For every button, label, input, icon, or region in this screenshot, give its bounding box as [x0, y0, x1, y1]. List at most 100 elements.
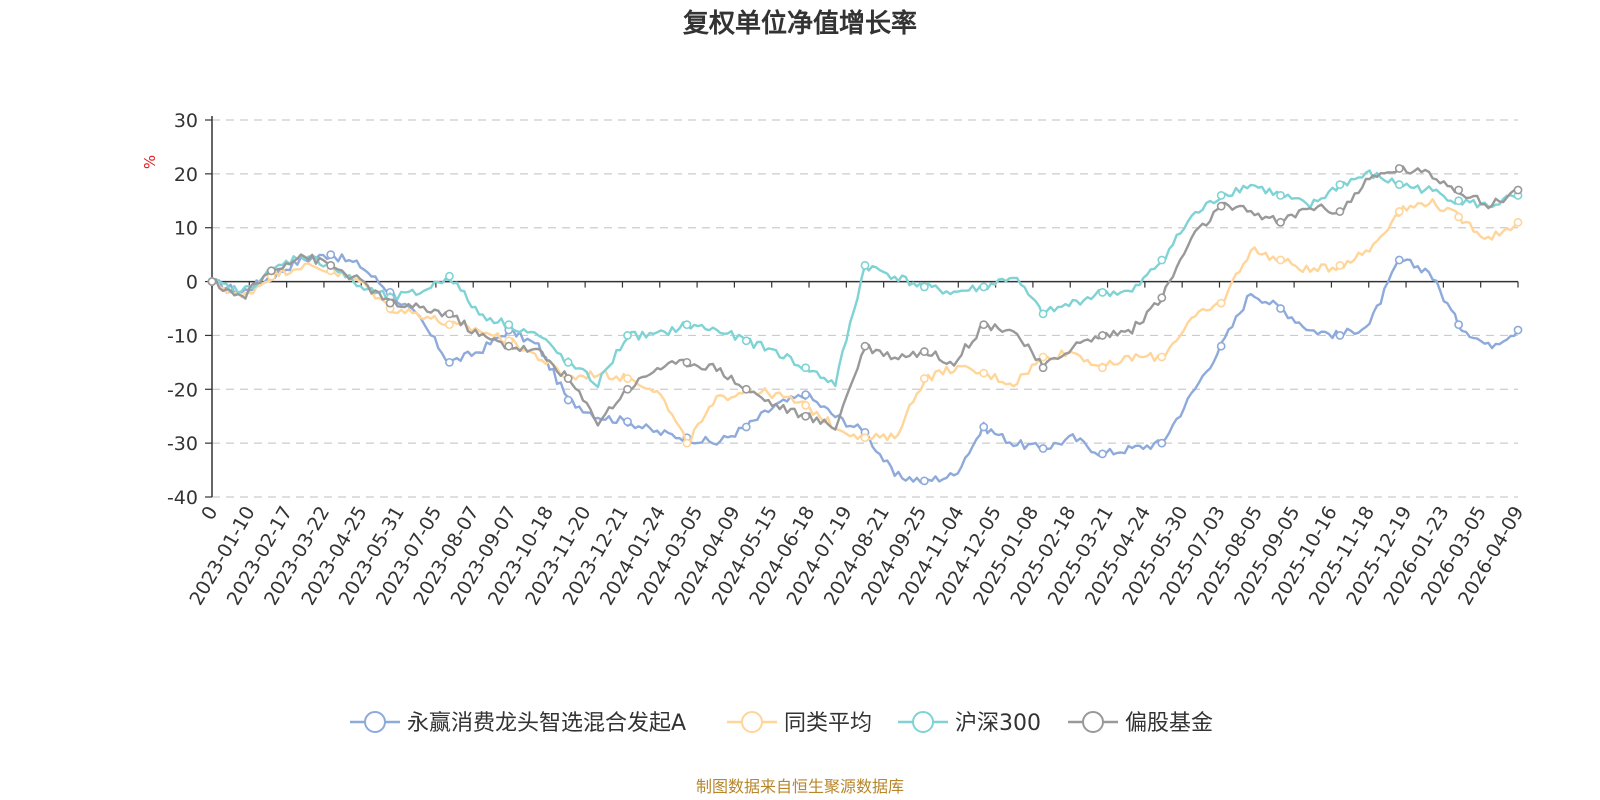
series-point-3: [682, 357, 692, 367]
series-point-3: [385, 298, 395, 308]
y-tick-label: 30: [174, 110, 198, 132]
series-point-1: [1276, 255, 1285, 265]
legend-label: 偏股基金: [1125, 711, 1213, 736]
series-point-2: [1038, 309, 1048, 319]
series-point-0: [445, 357, 454, 367]
series-point-3: [1276, 217, 1285, 227]
axis-layer: 3020100-10-20-30-4002023-01-102023-02-17…: [167, 110, 1528, 609]
series-point-0: [1335, 331, 1345, 340]
legend-item-3[interactable]: 偏股基金: [1068, 711, 1213, 736]
series-point-0: [801, 390, 811, 400]
series-point-2: [741, 336, 751, 346]
y-tick-label: 20: [174, 164, 198, 186]
series-point-3: [801, 411, 811, 421]
series-point-1: [1394, 207, 1404, 216]
series-point-3: [1454, 185, 1464, 195]
series-point-0: [1157, 438, 1167, 448]
series-point-3: [326, 261, 336, 270]
legend-label: 永赢消费龙头智选混合发起A: [407, 711, 686, 736]
legend-item-0[interactable]: 永赢消费龙头智选混合发起A: [350, 711, 686, 736]
legend-marker: [741, 711, 763, 733]
series-point-3: [445, 309, 454, 319]
series-point-3: [623, 384, 632, 394]
series-point-2: [445, 271, 454, 281]
series-point-3: [1513, 185, 1523, 195]
series-point-0: [919, 476, 929, 486]
series-point-1: [979, 368, 989, 378]
legend-label: 同类平均: [784, 711, 872, 736]
series-point-2: [919, 282, 929, 292]
series-point-1: [623, 374, 632, 383]
series-point-1: [1454, 212, 1464, 222]
series-point-1: [1216, 298, 1226, 308]
y-tick-label: -20: [167, 379, 198, 401]
series-line-3: [211, 165, 1519, 431]
series-point-3: [919, 347, 929, 356]
series-point-3: [1394, 164, 1404, 173]
series-point-0: [1098, 449, 1107, 459]
series-point-0: [741, 422, 751, 432]
legend-item-1[interactable]: 同类平均: [727, 711, 872, 736]
series-point-1: [1157, 352, 1167, 362]
series-point-1: [682, 438, 692, 448]
series-point-2: [1454, 196, 1464, 206]
series-point-1: [1098, 363, 1107, 373]
series-point-1: [919, 374, 929, 383]
series-point-0: [326, 250, 336, 260]
series-point-0: [563, 395, 573, 405]
y-tick-label: 0: [186, 272, 198, 294]
series-point-3: [1098, 331, 1107, 340]
legend: 永赢消费龙头智选混合发起A 同类平均 沪深300 偏股基金: [350, 711, 1213, 736]
series-point-3: [1216, 201, 1226, 211]
series-point-2: [979, 282, 989, 292]
y-tick-label: -30: [167, 433, 198, 455]
source-note: 制图数据来自恒生聚源数据库: [696, 777, 904, 796]
series-point-2: [623, 331, 632, 340]
series-line-2: [211, 169, 1519, 389]
series-point-2: [1276, 190, 1285, 200]
series-point-3: [979, 320, 989, 330]
series-point-1: [801, 401, 811, 410]
series-point-3: [563, 374, 573, 383]
x-tick-label: 0: [197, 503, 222, 524]
legend-item-2[interactable]: 沪深300: [898, 711, 1041, 736]
series-point-2: [504, 320, 514, 330]
series-point-0: [1276, 304, 1285, 313]
series-point-3: [1335, 207, 1345, 216]
series-layer: [207, 164, 1523, 486]
chart-title: 复权单位净值增长率: [683, 8, 917, 39]
y-axis-unit-label: %: [141, 155, 159, 169]
series-point-1: [1038, 352, 1048, 362]
series-point-2: [563, 357, 573, 367]
series-point-0: [623, 417, 632, 426]
series-point-0: [1454, 320, 1464, 330]
series-point-3: [1038, 363, 1048, 373]
series-point-1: [1335, 261, 1345, 270]
series-point-2: [1157, 255, 1167, 265]
series-point-3: [1157, 293, 1167, 303]
legend-marker: [364, 711, 386, 733]
y-tick-label: -40: [167, 487, 198, 509]
series-point-0: [1216, 341, 1226, 351]
series-point-2: [801, 363, 811, 373]
series-point-0: [979, 422, 989, 432]
series-point-0: [1513, 325, 1523, 335]
series-point-2: [860, 261, 870, 270]
series-point-3: [207, 277, 217, 286]
series-point-3: [860, 341, 870, 351]
series-point-2: [682, 320, 692, 330]
series-line-1: [211, 198, 1519, 447]
y-tick-label: 10: [174, 218, 198, 240]
y-tick-label: -10: [167, 325, 198, 347]
series-point-1: [860, 433, 870, 443]
series-point-2: [1394, 180, 1404, 190]
series-point-2: [1216, 190, 1226, 200]
series-line-0: [211, 253, 1520, 484]
series-point-2: [1335, 180, 1345, 190]
series-point-3: [266, 266, 276, 276]
series-point-3: [504, 341, 514, 351]
legend-label: 沪深300: [955, 711, 1041, 736]
legend-marker: [912, 711, 934, 733]
legend-marker: [1082, 711, 1104, 733]
